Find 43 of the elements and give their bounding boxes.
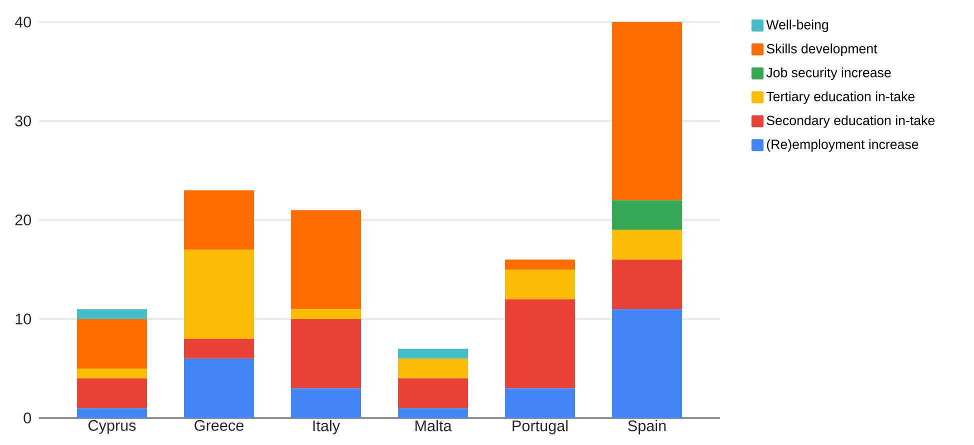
x-tick-label: Spain xyxy=(628,420,666,434)
bar xyxy=(398,358,468,378)
bar xyxy=(184,338,254,359)
y-tick-label: 0 xyxy=(24,412,32,424)
bar xyxy=(76,318,147,368)
bar xyxy=(184,358,254,418)
x-tick-label: Malta xyxy=(416,420,452,432)
bar xyxy=(505,299,576,388)
bar xyxy=(612,309,682,418)
bar xyxy=(76,309,147,319)
legend-label: Tertiary education in-take xyxy=(766,91,915,104)
x-tick-label: Italy xyxy=(313,420,340,434)
bar xyxy=(291,210,362,310)
bar xyxy=(505,260,576,270)
legend-label: Job security increase xyxy=(766,68,891,80)
bar xyxy=(398,408,468,418)
bar xyxy=(184,190,254,250)
bar xyxy=(291,309,362,319)
y-tick-label: 30 xyxy=(15,116,32,126)
y-tick-label: 40 xyxy=(14,16,32,28)
y-tick-label: 20 xyxy=(15,214,32,226)
bar xyxy=(76,408,147,418)
bar xyxy=(398,378,468,408)
bar xyxy=(612,260,682,310)
bar xyxy=(612,200,682,230)
bar xyxy=(184,250,254,339)
bar xyxy=(398,348,468,359)
bar xyxy=(76,368,147,378)
bar xyxy=(505,388,576,418)
x-tick-label: Greece xyxy=(194,420,244,431)
bar xyxy=(612,22,682,200)
bar xyxy=(612,230,682,260)
x-tick-label: Portugal xyxy=(512,420,568,434)
bar xyxy=(291,318,362,388)
legend-label: Skills development xyxy=(766,44,878,56)
legend-label: Well-being xyxy=(766,20,828,32)
legend-label: (Re)employment increase xyxy=(767,139,918,152)
legend-label: Secondary education in-take xyxy=(766,115,935,128)
bar xyxy=(291,388,362,418)
x-tick-label: Cyprus xyxy=(88,420,136,434)
bar xyxy=(76,378,147,408)
y-tick-label: 10 xyxy=(16,314,32,324)
bar xyxy=(505,269,576,300)
